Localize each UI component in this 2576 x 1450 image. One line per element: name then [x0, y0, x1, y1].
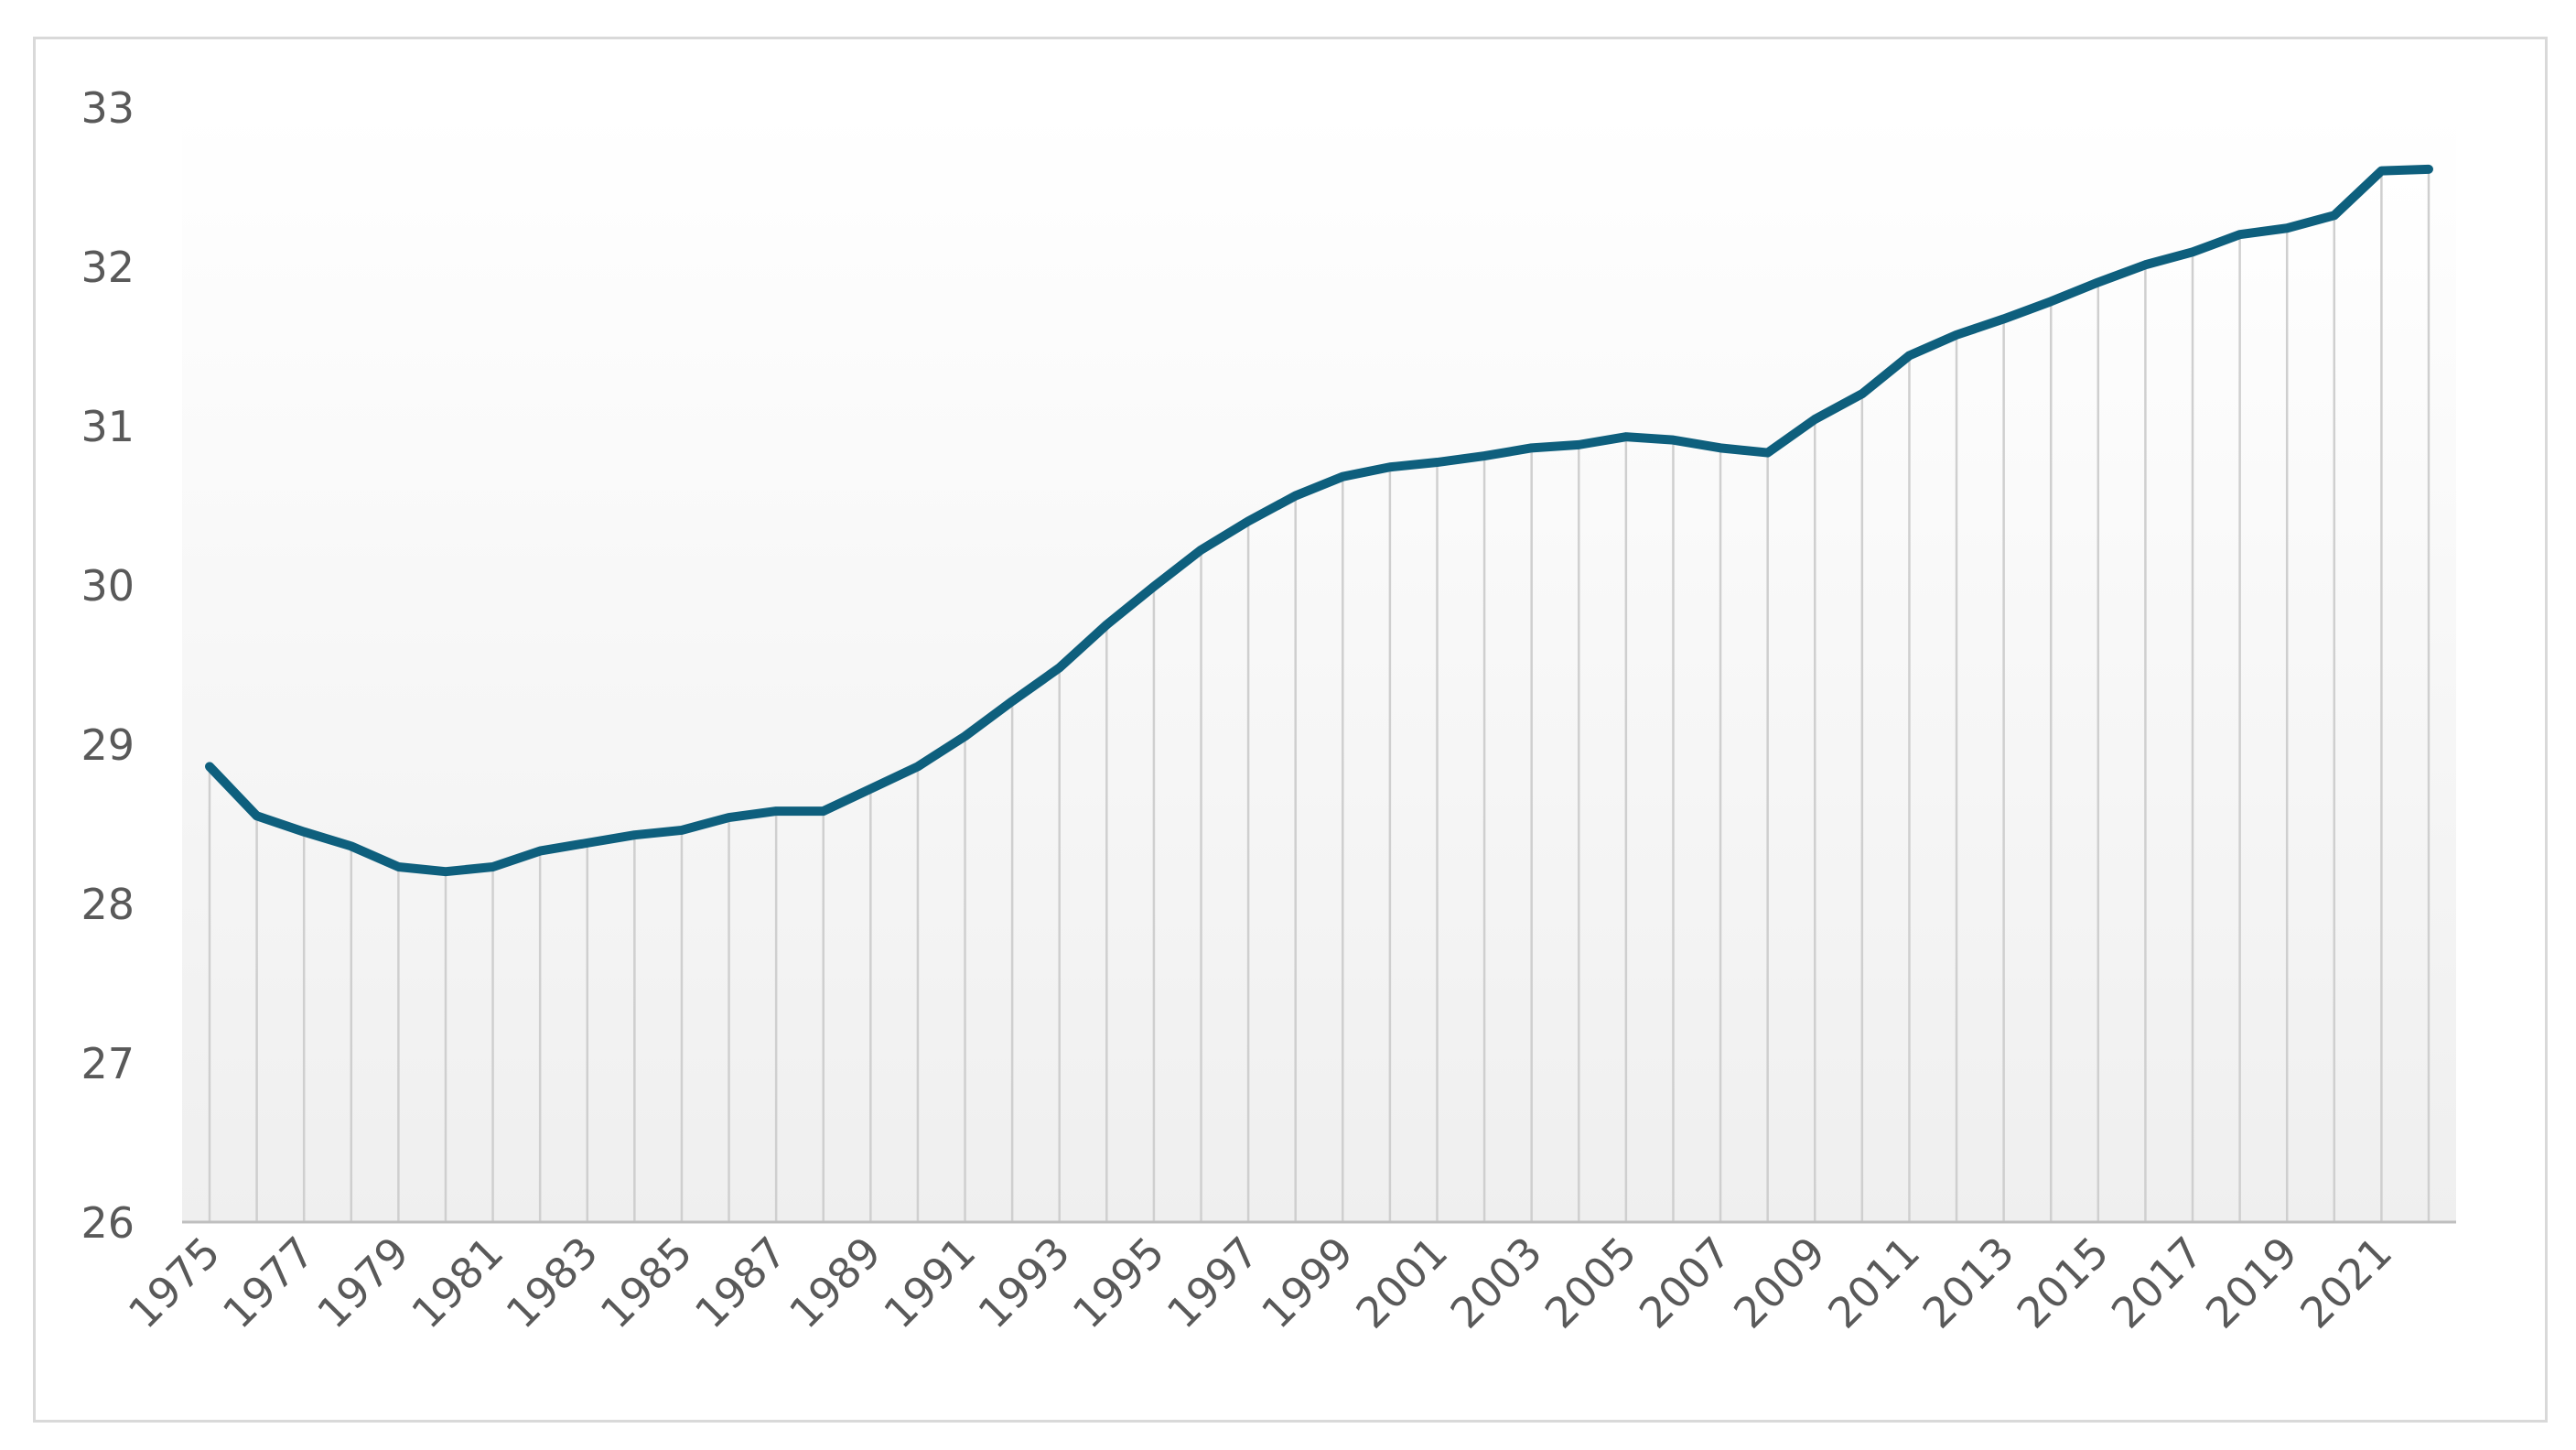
- x-tick-label-2009: 2009: [1724, 1228, 1835, 1338]
- y-tick-label-29: 29: [81, 720, 135, 770]
- x-tick-label-1987: 1987: [685, 1228, 796, 1338]
- x-tick-label-1993: 1993: [969, 1228, 1080, 1338]
- x-tick-label-2015: 2015: [2008, 1228, 2118, 1338]
- x-tick-label-1995: 1995: [1063, 1228, 1174, 1338]
- x-tick-label-2003: 2003: [1440, 1228, 1551, 1338]
- x-tick-label-2013: 2013: [1913, 1228, 2023, 1338]
- y-axis-tick-labels: 26 27 28 29 30 31 32 33: [81, 83, 135, 1248]
- x-tick-label-1999: 1999: [1252, 1228, 1363, 1338]
- x-tick-label-1989: 1989: [780, 1228, 890, 1338]
- x-tick-label-1983: 1983: [497, 1228, 608, 1338]
- x-tick-label-1991: 1991: [874, 1228, 985, 1338]
- x-tick-label-2005: 2005: [1536, 1228, 1646, 1338]
- x-tick-label-2021: 2021: [2290, 1228, 2401, 1338]
- x-tick-label-1977: 1977: [213, 1228, 324, 1338]
- y-tick-label-33: 33: [81, 83, 135, 133]
- y-tick-label-31: 31: [81, 402, 135, 451]
- x-tick-label-2011: 2011: [1818, 1228, 1929, 1338]
- x-tick-label-2001: 2001: [1346, 1228, 1457, 1338]
- x-tick-label-1979: 1979: [307, 1228, 418, 1338]
- y-tick-label-28: 28: [81, 880, 135, 929]
- x-tick-label-2017: 2017: [2102, 1228, 2213, 1338]
- series-line-group: [205, 164, 2433, 877]
- x-tick-label-2007: 2007: [1630, 1228, 1741, 1338]
- drop-lines: [208, 168, 2430, 1222]
- x-axis-tick-labels: 1975197719791981198319851987198919911993…: [119, 1228, 2401, 1338]
- x-tick-label-2019: 2019: [2196, 1228, 2307, 1338]
- area-under-line: [210, 168, 2429, 1223]
- chart-frame: 26 27 28 29 30 31 32 33 1975 1977 1979 1981 1983 198…: [33, 37, 2548, 1423]
- x-tick-label-1975: 1975: [119, 1228, 230, 1338]
- y-tick-label-27: 27: [81, 1039, 135, 1088]
- x-tick-label-1981: 1981: [402, 1228, 512, 1338]
- y-tick-label-30: 30: [81, 561, 135, 611]
- x-tick-label-1997: 1997: [1158, 1228, 1268, 1338]
- y-tick-label-26: 26: [81, 1198, 135, 1248]
- x-tick-label-1985: 1985: [591, 1228, 702, 1338]
- series-line: [205, 164, 2433, 877]
- area-fill: [210, 168, 2429, 1223]
- y-tick-label-32: 32: [81, 243, 135, 292]
